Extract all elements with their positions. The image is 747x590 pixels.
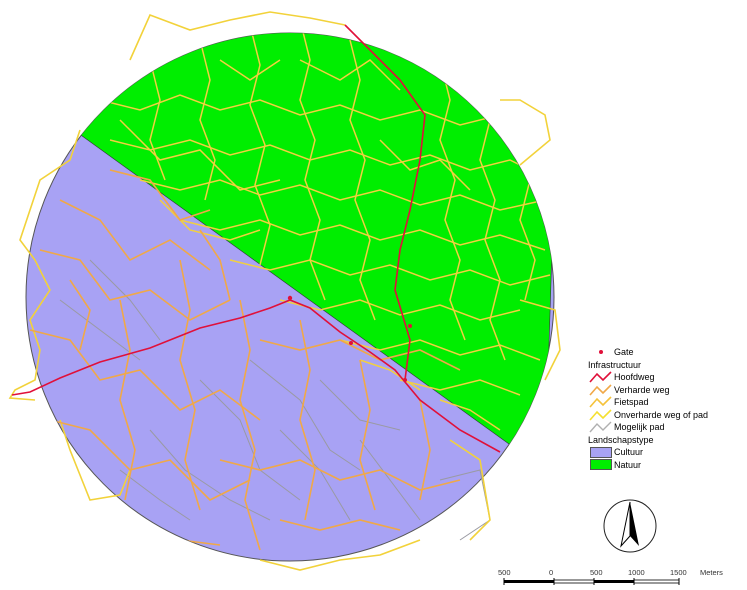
north-arrow-icon xyxy=(600,496,660,556)
legend-label: Verharde weg xyxy=(614,384,670,395)
light-orange-line-symbol-icon xyxy=(588,396,614,408)
legend-label: Fietspad xyxy=(614,397,649,408)
legend-landscape-header: Landschapstype xyxy=(588,434,654,445)
gate-marker xyxy=(408,324,412,328)
scale-bar: 500 0 500 1000 1500 Meters xyxy=(494,568,744,590)
legend-gate-row: Gate xyxy=(588,346,747,359)
scale-label: 1500 xyxy=(670,568,687,577)
scale-bar-graphic xyxy=(503,578,680,585)
gate-markers xyxy=(287,295,412,382)
gate-marker xyxy=(403,378,407,382)
legend-label: Mogelijk pad xyxy=(614,422,665,433)
legend-item-verharde-weg: Verharde weg xyxy=(588,384,747,397)
legend-item-cultuur: Cultuur xyxy=(588,446,747,459)
cultuur-swatch xyxy=(590,446,612,458)
legend-label: Natuur xyxy=(614,459,642,470)
legend-label: Hoofdweg xyxy=(614,372,655,383)
scale-label: 1000 xyxy=(628,568,645,577)
legend-label: Cultuur xyxy=(614,447,644,458)
gate-marker xyxy=(349,341,353,345)
red-line-symbol-icon xyxy=(588,371,614,383)
yellow-line-symbol-icon xyxy=(588,409,614,421)
gate-dot-icon xyxy=(588,346,614,358)
legend-item-mogelijk-pad: Mogelijk pad xyxy=(588,421,747,434)
scale-label: 500 xyxy=(498,568,511,577)
legend-item-onverharde-weg: Onverharde weg of pad xyxy=(588,409,747,422)
outer-paths xyxy=(8,11,561,571)
onverharde-weg-network xyxy=(99,33,551,431)
scale-unit: Meters xyxy=(700,568,723,577)
orange-line-symbol-icon xyxy=(588,384,614,396)
legend-item-hoofdweg: Hoofdweg xyxy=(588,371,747,384)
grey-line-symbol-icon xyxy=(588,421,614,433)
scale-label: 500 xyxy=(590,568,603,577)
legend-label: Gate xyxy=(614,347,634,358)
legend-item-natuur: Natuur xyxy=(588,459,747,472)
legend-item-fietspad: Fietspad xyxy=(588,396,747,409)
natuur-swatch xyxy=(590,459,612,471)
gate-marker xyxy=(287,295,293,301)
mogelijk-pad-network xyxy=(59,259,491,541)
legend-label: Onverharde weg of pad xyxy=(614,409,709,420)
legend-infrastructure-header: Infrastructuur xyxy=(588,359,642,370)
map-legend: Gate Infrastructuur Hoofdweg Verharde we… xyxy=(588,346,747,471)
hoofdweg-route xyxy=(11,24,501,453)
scale-label: 0 xyxy=(549,568,554,577)
verharde-weg-network xyxy=(29,169,461,551)
